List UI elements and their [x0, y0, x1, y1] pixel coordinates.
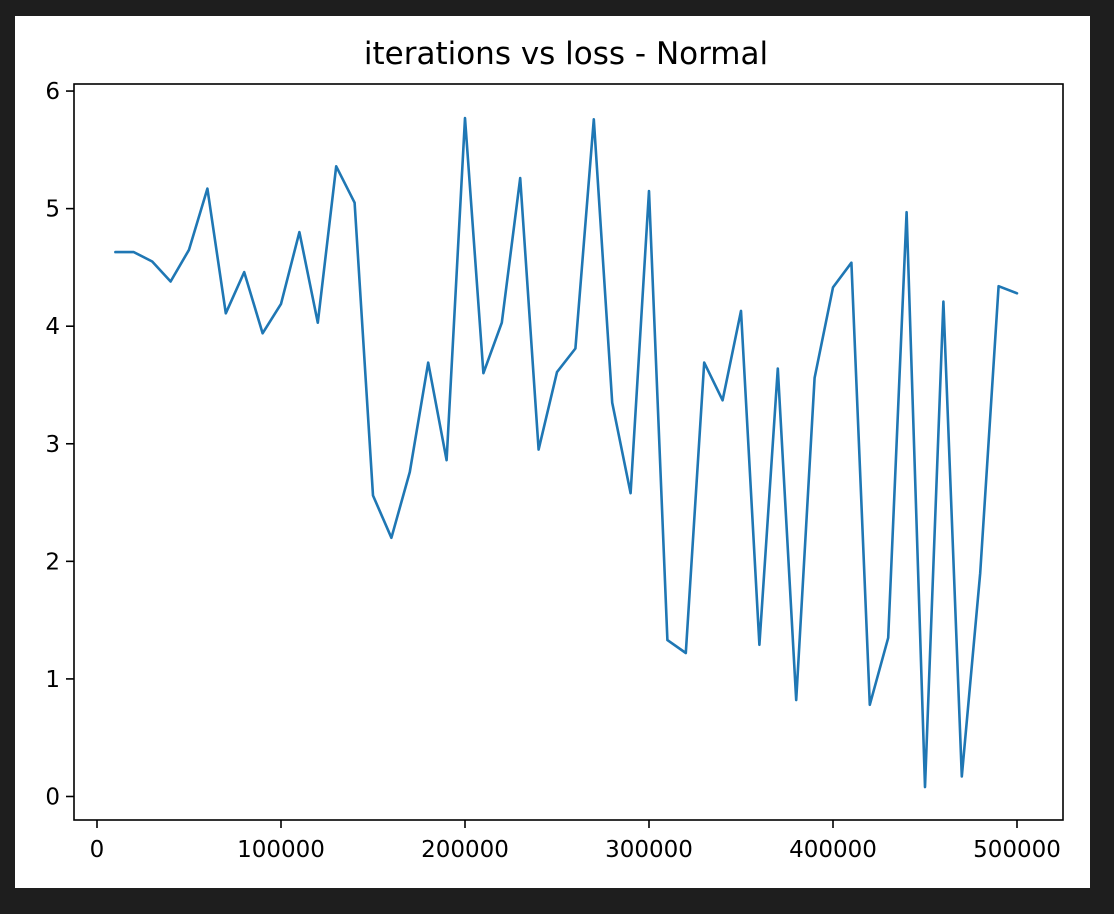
y-tick-label: 4: [45, 314, 60, 340]
x-tick-label: 0: [90, 837, 105, 863]
y-axis: 0 1 2 3 4 5 6: [45, 79, 74, 810]
y-tick-label: 6: [45, 79, 60, 105]
plot-frame: [73, 83, 1064, 821]
y-tick-label: 2: [45, 549, 60, 575]
x-tick-label: 100000: [237, 837, 325, 863]
y-tick-label: 1: [45, 667, 60, 693]
chart-figure: iterations vs loss - Normal 0 100000 20000…: [15, 16, 1090, 888]
chart-title: iterations vs loss - Normal: [364, 36, 768, 72]
line-chart: iterations vs loss - Normal 0 100000 20000…: [45, 36, 1064, 863]
x-tick-label: 500000: [973, 837, 1061, 863]
x-tick-label: 400000: [789, 837, 877, 863]
x-tick-label: 300000: [605, 837, 693, 863]
y-tick-label: 5: [45, 197, 60, 223]
y-tick-label: 0: [45, 784, 60, 810]
series-line: [114, 116, 1019, 789]
y-tick-label: 3: [45, 432, 60, 458]
x-axis: 0 100000 200000 300000 400000 500000: [90, 820, 1061, 863]
x-tick-label: 200000: [421, 837, 509, 863]
